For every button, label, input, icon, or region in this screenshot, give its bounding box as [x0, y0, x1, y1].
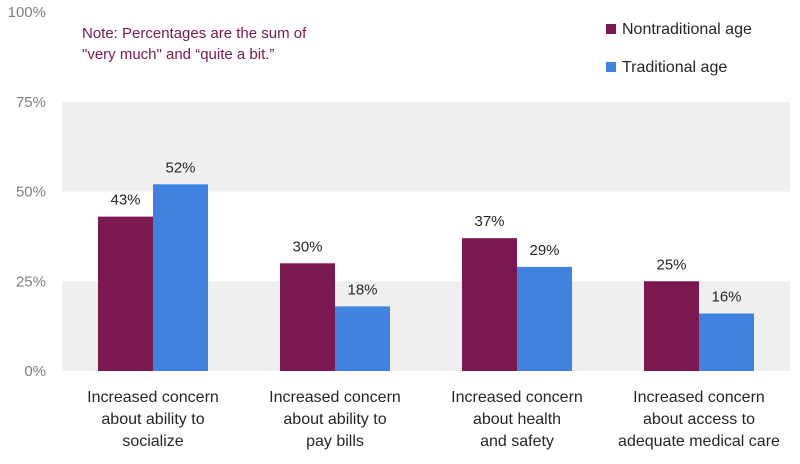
data-labels: 43% 30% 37% 25% 52% 18% 29% 16% [110, 159, 741, 305]
legend-label: Nontraditional age [622, 21, 752, 38]
x-tick-label-line: Increased concern [87, 389, 219, 406]
y-tick-label: 50% [16, 184, 46, 201]
x-tick-label: Increased concern about ability to pay bil… [269, 389, 401, 450]
data-label: 52% [165, 159, 195, 176]
note-line: Note: Percentages are the sum of [82, 25, 307, 42]
x-tick-label-line: about ability to [101, 411, 204, 428]
x-tick-label-line: Increased concern [269, 389, 401, 406]
x-tick-label-line: about access to [643, 411, 755, 428]
data-label: 43% [110, 192, 140, 209]
data-label: 16% [711, 289, 741, 306]
y-tick-label: 100% [8, 4, 46, 21]
x-tick-label-line: and safety [480, 433, 554, 450]
note-annotation: Note: Percentages are the sum of "very mu… [82, 25, 307, 63]
bar [98, 216, 153, 371]
x-axis: Increased concern about ability to sociali… [87, 389, 780, 450]
legend-swatch [606, 62, 616, 72]
bar [517, 266, 572, 371]
note-line: "very much" and “quite a bit.” [82, 46, 274, 63]
bar [153, 184, 208, 371]
x-tick-label-line: Increased concern [451, 389, 583, 406]
x-tick-label-line: socialize [122, 433, 183, 450]
bar [280, 263, 335, 371]
x-tick-label: Increased concern about health and safety [451, 389, 583, 450]
x-tick-label: Increased concern about access to adequate… [618, 389, 780, 450]
data-label: 18% [347, 281, 377, 298]
x-tick-label-line: adequate medical care [618, 433, 780, 450]
x-tick-label-line: about health [473, 411, 561, 428]
y-tick-label: 75% [16, 94, 46, 111]
bars [98, 184, 754, 371]
bar [462, 238, 517, 371]
bar [644, 281, 699, 371]
data-label: 29% [529, 242, 559, 259]
data-label: 30% [292, 238, 322, 255]
x-tick-label-line: pay bills [306, 433, 364, 450]
bar [699, 313, 754, 371]
legend: Nontraditional age Traditional age [573, 12, 790, 92]
legend-swatch [606, 24, 616, 34]
bar [335, 306, 390, 371]
x-tick-label-line: about ability to [283, 411, 386, 428]
legend-label: Traditional age [622, 59, 727, 76]
y-axis: 0% 25% 50% 75% 100% [8, 4, 46, 380]
y-tick-label: 25% [16, 273, 46, 290]
plot-band [62, 101, 790, 192]
data-label: 25% [656, 256, 686, 273]
x-tick-label-line: Increased concern [633, 389, 765, 406]
x-tick-label: Increased concern about ability to sociali… [87, 389, 219, 450]
data-label: 37% [474, 213, 504, 230]
y-tick-label: 0% [24, 363, 46, 380]
